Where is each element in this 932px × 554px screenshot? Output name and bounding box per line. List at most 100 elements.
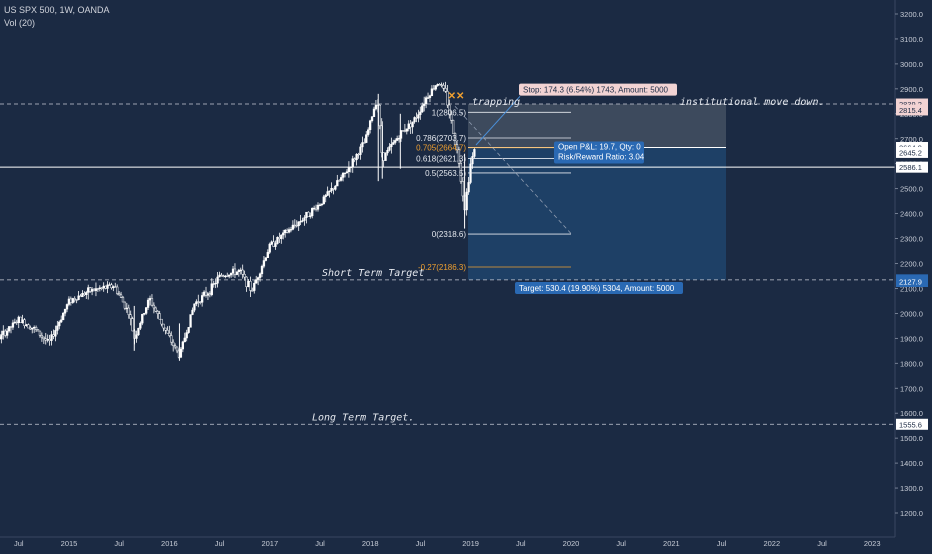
candle[interactable] xyxy=(215,278,217,288)
candle[interactable] xyxy=(143,313,145,316)
candle[interactable] xyxy=(352,156,354,173)
candle[interactable] xyxy=(419,107,421,120)
candle[interactable] xyxy=(408,120,410,131)
candle[interactable] xyxy=(234,263,236,278)
candle[interactable] xyxy=(37,329,39,331)
candle[interactable] xyxy=(429,95,431,102)
candle[interactable] xyxy=(6,328,8,338)
candle[interactable] xyxy=(82,290,84,297)
candle[interactable] xyxy=(172,339,174,351)
candle[interactable] xyxy=(184,333,186,343)
candle[interactable] xyxy=(195,299,197,306)
candle[interactable] xyxy=(22,315,24,324)
candle[interactable] xyxy=(128,305,130,319)
candle[interactable] xyxy=(122,296,124,302)
candle[interactable] xyxy=(375,100,377,111)
candle[interactable] xyxy=(263,256,265,268)
candle[interactable] xyxy=(307,211,309,217)
candle[interactable] xyxy=(174,343,176,349)
candle[interactable] xyxy=(105,286,107,290)
candle[interactable] xyxy=(389,143,391,151)
candle[interactable] xyxy=(201,292,203,306)
candle[interactable] xyxy=(87,285,89,300)
candle[interactable] xyxy=(253,280,255,293)
candle[interactable] xyxy=(348,161,350,178)
candle[interactable] xyxy=(221,273,223,277)
candle[interactable] xyxy=(97,288,99,292)
candle[interactable] xyxy=(226,273,228,277)
candle[interactable] xyxy=(205,287,207,298)
candle[interactable] xyxy=(68,296,70,306)
candle[interactable] xyxy=(112,286,114,292)
candle[interactable] xyxy=(313,206,315,211)
candle[interactable] xyxy=(304,215,306,226)
candle[interactable] xyxy=(246,276,248,292)
candle[interactable] xyxy=(163,324,165,331)
candle[interactable] xyxy=(404,124,406,132)
candle[interactable] xyxy=(83,291,85,296)
candle[interactable] xyxy=(124,301,126,310)
candle[interactable] xyxy=(282,230,284,239)
candle[interactable] xyxy=(93,288,95,291)
candle[interactable] xyxy=(43,336,45,344)
candle[interactable] xyxy=(8,326,10,332)
candle[interactable] xyxy=(126,303,128,313)
candle[interactable] xyxy=(0,331,2,344)
candle[interactable] xyxy=(433,85,435,90)
candle[interactable] xyxy=(369,120,371,134)
candle[interactable] xyxy=(26,324,28,327)
candle[interactable] xyxy=(18,316,20,328)
candle[interactable] xyxy=(292,220,294,230)
candle[interactable] xyxy=(116,284,118,295)
candle[interactable] xyxy=(441,83,443,88)
candle[interactable] xyxy=(33,325,35,333)
candle[interactable] xyxy=(95,282,97,296)
candle[interactable] xyxy=(10,326,12,333)
candle[interactable] xyxy=(284,229,286,238)
candle[interactable] xyxy=(27,323,29,328)
candle[interactable] xyxy=(51,331,53,346)
candle[interactable] xyxy=(70,296,72,305)
candle[interactable] xyxy=(383,152,385,167)
candle[interactable] xyxy=(277,236,279,244)
candle[interactable] xyxy=(194,303,196,312)
candle[interactable] xyxy=(309,212,311,218)
candle[interactable] xyxy=(78,291,80,300)
candle[interactable] xyxy=(356,153,358,165)
candle[interactable] xyxy=(437,83,439,86)
candle[interactable] xyxy=(168,326,170,338)
candle[interactable] xyxy=(412,122,414,134)
volume-indicator[interactable]: Vol (20) xyxy=(4,17,110,30)
candle[interactable] xyxy=(190,315,192,328)
candle[interactable] xyxy=(319,203,321,206)
candle[interactable] xyxy=(392,140,394,145)
candle[interactable] xyxy=(29,326,31,330)
candle[interactable] xyxy=(219,272,221,278)
target-label[interactable]: Target: 530.4 (19.90%) 5304, Amount: 500… xyxy=(515,282,683,294)
candle[interactable] xyxy=(49,335,51,346)
candle[interactable] xyxy=(4,329,6,337)
candle[interactable] xyxy=(232,266,234,277)
candle[interactable] xyxy=(257,277,259,285)
stop-label[interactable]: Stop: 174.3 (6.54%) 1743, Amount: 5000 xyxy=(519,84,677,96)
candle[interactable] xyxy=(80,294,82,297)
candle[interactable] xyxy=(176,347,178,354)
candle[interactable] xyxy=(306,212,308,223)
candle[interactable] xyxy=(325,194,327,202)
candle[interactable] xyxy=(222,275,224,278)
candle[interactable] xyxy=(236,271,238,275)
candle[interactable] xyxy=(425,96,427,108)
candle[interactable] xyxy=(230,273,232,278)
candle[interactable] xyxy=(58,320,60,329)
candle[interactable] xyxy=(462,177,464,201)
candle[interactable] xyxy=(273,235,275,247)
candle[interactable] xyxy=(439,83,441,85)
candle[interactable] xyxy=(298,221,300,231)
candle[interactable] xyxy=(248,279,250,287)
candle[interactable] xyxy=(16,320,18,325)
candle[interactable] xyxy=(406,129,408,135)
candle[interactable] xyxy=(60,316,62,324)
